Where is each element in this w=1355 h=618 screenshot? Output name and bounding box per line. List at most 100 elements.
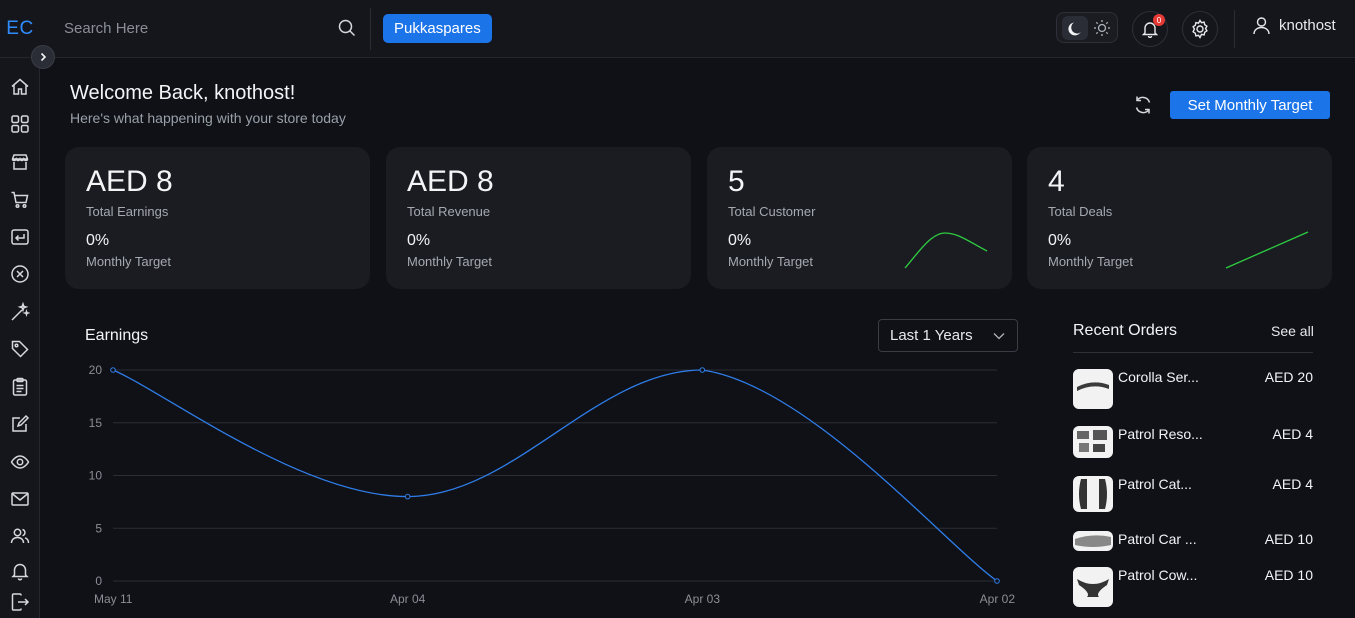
recent-orders-title: Recent Orders — [1073, 322, 1178, 339]
customer-sparkline — [904, 232, 988, 269]
y-tick-label: 20 — [89, 363, 103, 377]
page-title: Welcome Back, knothost! — [70, 82, 296, 104]
stat-value: 4 — [1048, 165, 1065, 198]
see-all-link[interactable]: See all — [1271, 323, 1314, 339]
user-icon — [1253, 17, 1270, 35]
cancel-icon[interactable] — [0, 258, 40, 290]
stat-value: AED 8 — [407, 165, 494, 198]
bell-icon — [1142, 21, 1158, 38]
top-bar: EC Pukkaspares 0 knothost — [0, 0, 1355, 58]
set-monthly-target-button[interactable]: Set Monthly Target — [1170, 91, 1330, 119]
stat-label: Total Deals — [1048, 204, 1113, 219]
y-tick-label: 0 — [95, 574, 102, 588]
sidebar — [0, 58, 40, 618]
order-product-name: Patrol Car ... — [1118, 531, 1197, 547]
order-price: AED 10 — [1264, 567, 1313, 583]
chevron-right-icon — [40, 52, 47, 62]
store-icon[interactable] — [0, 146, 40, 178]
stat-card-deals: 4 Total Deals 0% Monthly Target — [1027, 147, 1332, 289]
order-item[interactable]: Corolla Ser... AED 20 — [1073, 369, 1313, 409]
stat-percent: 0% — [1048, 232, 1072, 249]
page-subtitle: Here's what happening with your store to… — [70, 110, 346, 126]
data-point — [699, 367, 706, 373]
settings-button[interactable] — [1182, 11, 1218, 47]
order-product-name: Patrol Reso... — [1118, 426, 1203, 442]
sidebar-collapse-button[interactable] — [31, 45, 55, 69]
stat-card-customer: 5 Total Customer 0% Monthly Target — [707, 147, 1012, 289]
divider — [1234, 10, 1235, 48]
stat-sub-label: Monthly Target — [407, 254, 493, 269]
stat-card-revenue: AED 8 Total Revenue 0% Monthly Target — [386, 147, 691, 289]
magic-icon[interactable] — [0, 296, 40, 328]
product-thumbnail — [1073, 426, 1113, 458]
order-item[interactable]: Patrol Cat... AED 4 — [1073, 476, 1313, 516]
order-item[interactable]: Patrol Reso... AED 4 — [1073, 426, 1313, 466]
order-price: AED 20 — [1264, 369, 1313, 385]
x-tick-label: May 11 — [94, 592, 133, 606]
home-icon[interactable] — [0, 71, 40, 103]
earnings-series-line — [112, 369, 998, 582]
earnings-title: Earnings — [85, 327, 149, 344]
order-product-name: Corolla Ser... — [1118, 369, 1199, 385]
user-name: knothost — [1279, 17, 1336, 34]
order-price: AED 4 — [1272, 426, 1313, 442]
edit-icon[interactable] — [0, 408, 40, 440]
search-icon[interactable] — [338, 19, 356, 42]
x-tick-label: Apr 04 — [390, 592, 426, 606]
y-tick-label: 15 — [89, 416, 103, 430]
product-thumbnail — [1073, 476, 1113, 512]
sun-icon[interactable] — [1093, 19, 1111, 42]
y-tick-label: 10 — [89, 469, 103, 483]
data-point — [404, 493, 411, 500]
order-price: AED 10 — [1264, 531, 1313, 547]
data-point — [110, 367, 116, 373]
earnings-chart: 0 5 10 15 20 May 11 Apr 04 Apr 03 Apr 02 — [89, 363, 1016, 606]
theme-toggle[interactable] — [1056, 12, 1118, 43]
stat-sub-label: Monthly Target — [1048, 254, 1134, 269]
notifications-button[interactable]: 0 — [1132, 11, 1168, 47]
stat-card-earnings: AED 8 Total Earnings 0% Monthly Target — [65, 147, 370, 289]
stat-value: 5 — [728, 165, 745, 198]
bell-icon[interactable] — [0, 555, 40, 587]
stat-sub-label: Monthly Target — [86, 254, 172, 269]
chevron-down-icon — [993, 333, 1005, 340]
cart-icon[interactable] — [0, 184, 40, 216]
user-menu[interactable]: knothost — [1252, 16, 1336, 35]
tag-icon[interactable] — [0, 333, 40, 365]
search-input[interactable] — [48, 19, 318, 37]
notification-badge: 0 — [1153, 14, 1165, 26]
x-tick-label: Apr 02 — [980, 592, 1016, 606]
data-point — [994, 578, 1000, 584]
order-item[interactable]: Patrol Car ... AED 10 — [1073, 531, 1313, 571]
refresh-icon[interactable] — [1132, 94, 1154, 121]
stat-sub-label: Monthly Target — [728, 254, 814, 269]
product-thumbnail — [1073, 567, 1113, 607]
range-select[interactable]: Last 1 Years — [878, 319, 1018, 352]
store-switch-button[interactable]: Pukkaspares — [383, 14, 492, 43]
order-item[interactable]: Patrol Cow... AED 10 — [1073, 567, 1313, 607]
range-select-value: Last 1 Years — [890, 327, 973, 344]
divider — [1073, 352, 1313, 353]
return-icon[interactable] — [0, 221, 40, 253]
stat-value: AED 8 — [86, 165, 173, 198]
search-bar — [48, 12, 370, 44]
y-tick-label: 5 — [95, 521, 102, 535]
stat-percent: 0% — [728, 232, 752, 249]
order-product-name: Patrol Cow... — [1118, 567, 1198, 583]
stat-label: Total Revenue — [407, 204, 491, 219]
logout-icon[interactable] — [0, 586, 40, 618]
product-thumbnail — [1073, 531, 1113, 551]
moon-icon[interactable] — [1062, 16, 1088, 40]
mail-icon[interactable] — [0, 483, 40, 515]
product-thumbnail — [1073, 369, 1113, 409]
app-logo[interactable]: EC — [6, 18, 34, 39]
users-icon[interactable] — [0, 520, 40, 552]
divider — [370, 8, 371, 50]
deals-sparkline — [1225, 231, 1309, 269]
x-tick-label: Apr 03 — [685, 592, 721, 606]
order-price: AED 4 — [1272, 476, 1313, 492]
eye-icon[interactable] — [0, 446, 40, 478]
stat-percent: 0% — [407, 232, 431, 249]
grid-icon[interactable] — [0, 108, 40, 140]
clipboard-icon[interactable] — [0, 371, 40, 403]
